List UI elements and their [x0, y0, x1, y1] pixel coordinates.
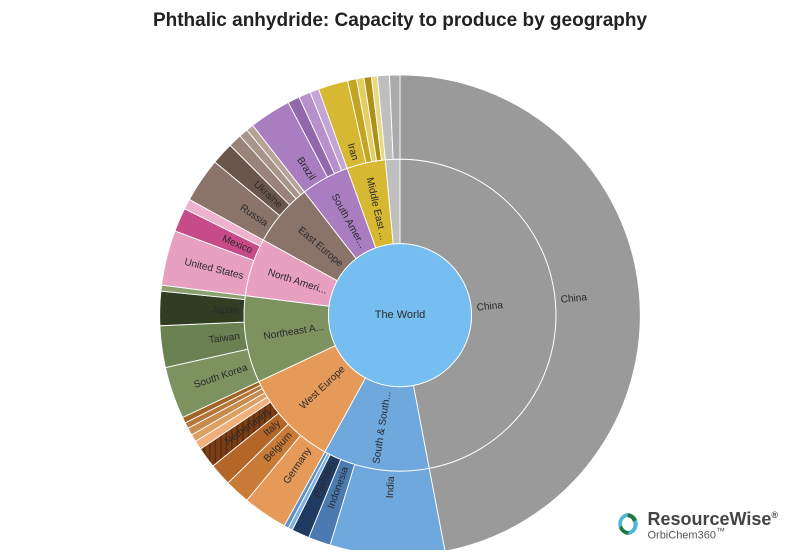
country-label-japan: Japan	[211, 304, 239, 316]
country-label-india: India	[385, 476, 397, 499]
sunburst-chart: The World ChinaChinaSouth & South...Indi…	[0, 40, 800, 550]
brand-icon	[615, 511, 641, 542]
brand-tm: ™	[716, 526, 725, 536]
chart-title: Phthalic anhydride: Capacity to produce …	[0, 10, 800, 32]
brand-text: ResourceWise® OrbiChem360™	[647, 510, 778, 542]
chart-title-text: Phthalic anhydride: Capacity to produce …	[153, 10, 647, 31]
center-label: The World	[375, 309, 426, 321]
brand-subname: OrbiChem360	[647, 530, 715, 542]
brand-logo: ResourceWise® OrbiChem360™	[615, 510, 778, 542]
brand-reg: ®	[771, 510, 778, 520]
